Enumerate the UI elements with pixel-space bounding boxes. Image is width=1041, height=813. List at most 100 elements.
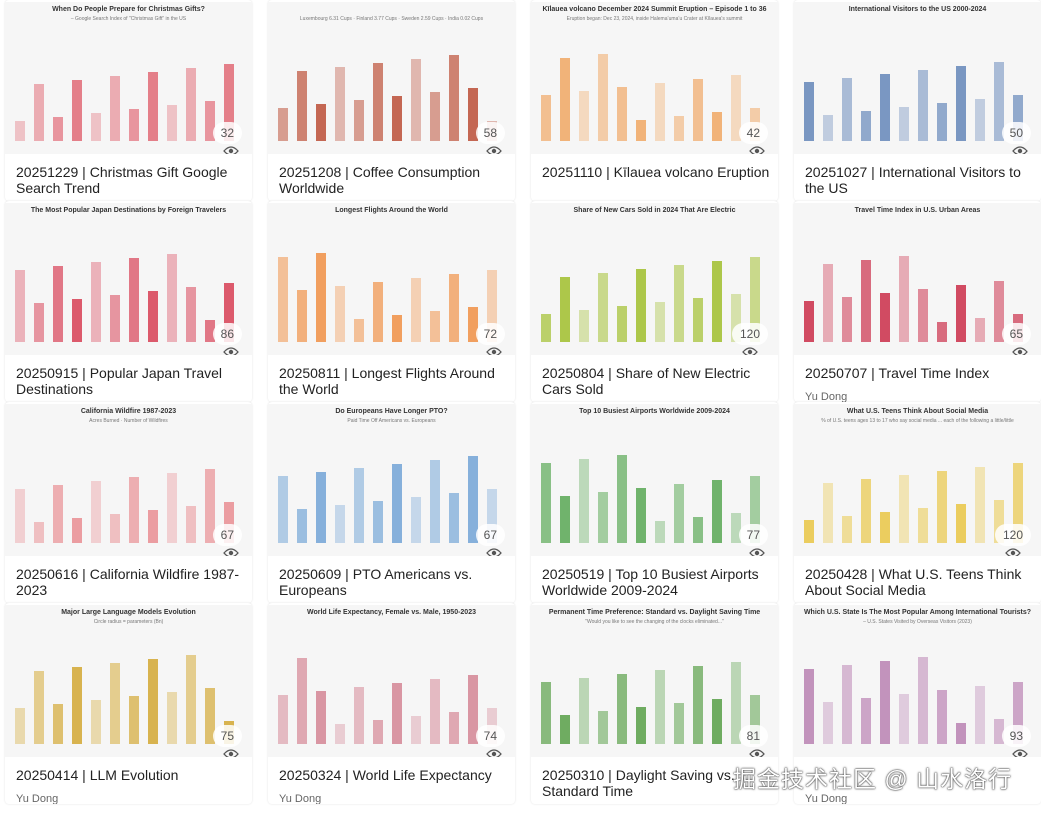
- thumbnail[interactable]: Longest Flights Around the World 72: [268, 203, 515, 355]
- card-title[interactable]: 20250324 | World Life Expectancy: [279, 767, 492, 783]
- thumbnail[interactable]: Kīlauea volcano December 2024 Summit Eru…: [531, 2, 778, 154]
- thumbnail[interactable]: International Visitors to the US 2000-20…: [794, 2, 1041, 154]
- card-title[interactable]: 20251027 | International Visitors to the…: [805, 164, 1021, 196]
- thumb-mark: [411, 278, 421, 342]
- thumbnail[interactable]: California Wildfire 1987-2023 Acres Burn…: [5, 404, 252, 556]
- card-title[interactable]: 20251229 | Christmas Gift Google Search …: [16, 164, 228, 196]
- eye-icon: [1011, 347, 1028, 355]
- thumb-mark: [1013, 463, 1023, 543]
- thumb-mark: [148, 510, 158, 543]
- thumbnail-chart: [278, 658, 497, 744]
- thumbnail[interactable]: Travel Time Index in U.S. Urban Areas 65: [794, 203, 1041, 355]
- thumb-mark: [880, 293, 890, 342]
- thumbnail[interactable]: World Life Expectancy, Female vs. Male, …: [268, 605, 515, 757]
- gallery-card[interactable]: Permanent Time Preference: Standard vs. …: [531, 603, 778, 804]
- card-author[interactable]: Yu Dong: [16, 793, 59, 804]
- gallery-card[interactable]: Longest Flights Around the World 72 2025…: [268, 201, 515, 402]
- thumb-mark: [354, 319, 364, 342]
- thumbnail[interactable]: Permanent Time Preference: Standard vs. …: [531, 605, 778, 757]
- thumb-mark: [316, 253, 326, 342]
- thumb-mark: [53, 117, 63, 141]
- gallery-card[interactable]: Kīlauea volcano December 2024 Summit Eru…: [531, 0, 778, 201]
- thumb-mark: [468, 456, 478, 543]
- gallery-card[interactable]: What U.S. Teens Think About Social Media…: [794, 402, 1041, 603]
- gallery-card[interactable]: California Wildfire 1987-2023 Acres Burn…: [5, 402, 252, 603]
- thumb-mark: [899, 475, 909, 543]
- gallery-card[interactable]: Which U.S. State Is The Most Popular Amo…: [794, 603, 1041, 804]
- thumb-mark: [34, 84, 44, 141]
- thumbnail[interactable]: The Most Popular Japan Destinations by F…: [5, 203, 252, 355]
- thumb-mark: [411, 497, 421, 543]
- thumb-mark: [899, 694, 909, 744]
- thumbnail[interactable]: What U.S. Teens Think About Social Media…: [794, 404, 1041, 556]
- thumb-mark: [110, 76, 120, 141]
- card-title[interactable]: 20250811 | Longest Flights Around the Wo…: [279, 365, 495, 397]
- thumb-mark: [449, 712, 459, 744]
- thumb-mark: [373, 282, 383, 342]
- card-author[interactable]: Yu Dong: [279, 793, 322, 804]
- thumbnail-title: Permanent Time Preference: Standard vs. …: [548, 609, 761, 616]
- gallery-card[interactable]: World Life Expectancy, Female vs. Male, …: [268, 603, 515, 804]
- thumb-mark: [560, 277, 570, 342]
- eye-icon: [485, 347, 502, 355]
- gallery-card[interactable]: When Do People Prepare for Christmas Gif…: [5, 0, 252, 201]
- thumb-mark: [1013, 682, 1023, 744]
- thumbnail[interactable]: Do Europeans Have Longer PTO? Paid Time …: [268, 404, 515, 556]
- thumb-mark: [861, 260, 871, 342]
- card-title[interactable]: 20251110 | Kīlauea volcano Eruption: [542, 164, 770, 180]
- gallery-card[interactable]: Share of New Cars Sold in 2024 That Are …: [531, 201, 778, 402]
- thumb-mark: [598, 711, 608, 744]
- gallery-card[interactable]: International Visitors to the US 2000-20…: [794, 0, 1041, 201]
- thumbnail[interactable]: Which U.S. State Is The Most Popular Amo…: [794, 605, 1041, 757]
- thumbnail-title: Kīlauea volcano December 2024 Summit Eru…: [542, 6, 767, 13]
- thumbnail-subtitle: Acres Burned · Number of Wildfires: [89, 418, 168, 424]
- gallery-grid: When Do People Prepare for Christmas Gif…: [5, 0, 1041, 804]
- gallery-card[interactable]: Major Large Language Models Evolution Ci…: [5, 603, 252, 804]
- view-count: 120: [1002, 528, 1023, 542]
- thumbnail[interactable]: Share of New Cars Sold in 2024 That Are …: [531, 203, 778, 355]
- card-title[interactable]: 20250804 | Share of New Electric Cars So…: [542, 365, 751, 397]
- gallery-card[interactable]: Do Europeans Have Longer PTO? Paid Time …: [268, 402, 515, 603]
- card-author[interactable]: Yu Dong: [805, 391, 848, 402]
- gallery-card[interactable]: Travel Time Index in U.S. Urban Areas 65…: [794, 201, 1041, 402]
- thumb-mark: [560, 496, 570, 543]
- view-count-badge: 58: [475, 122, 505, 154]
- thumb-mark: [937, 322, 947, 342]
- view-count: 65: [1009, 327, 1023, 341]
- card-title[interactable]: 20250616 | California Wildfire 1987-2023: [16, 566, 240, 598]
- thumbnail-chart: [541, 662, 760, 744]
- thumbnail-chart: [541, 257, 760, 342]
- card-title[interactable]: 20250428 | What U.S. Teens Think About S…: [805, 566, 1022, 598]
- card-author[interactable]: Yu Dong: [805, 793, 848, 804]
- thumb-mark: [468, 675, 478, 744]
- card-title[interactable]: 20250915 | Popular Japan Travel Destinat…: [16, 365, 223, 397]
- thumbnail-chart: [804, 657, 1023, 744]
- thumb-mark: [110, 663, 120, 744]
- thumb-mark: [636, 488, 646, 543]
- eye-icon: [485, 548, 502, 556]
- thumb-mark: [449, 493, 459, 543]
- card-title[interactable]: 20250414 | LLM Evolution: [16, 767, 179, 783]
- thumbnail-title: World Life Expectancy, Female vs. Male, …: [307, 609, 476, 616]
- thumb-mark: [15, 270, 25, 342]
- thumb-mark: [316, 472, 326, 543]
- card-title[interactable]: 20250609 | PTO Americans vs. Europeans: [279, 566, 473, 598]
- view-count-badge: 72: [475, 323, 505, 355]
- thumbnail[interactable]: Luxembourg 6.31 Cups · Finland 3.77 Cups…: [268, 2, 515, 154]
- eye-icon: [485, 749, 502, 757]
- thumb-mark: [823, 483, 833, 543]
- thumb-mark: [655, 670, 665, 744]
- card-title[interactable]: 20250707 | Travel Time Index: [805, 365, 990, 381]
- gallery-card[interactable]: Luxembourg 6.31 Cups · Finland 3.77 Cups…: [268, 0, 515, 201]
- thumbnail-subtitle: – Google Search Index of "Christmas Gift…: [70, 16, 187, 22]
- thumbnail[interactable]: Top 10 Busiest Airports Worldwide 2009-2…: [531, 404, 778, 556]
- gallery-card[interactable]: The Most Popular Japan Destinations by F…: [5, 201, 252, 402]
- card-title[interactable]: 20250310 | Daylight Saving vs. Standard …: [542, 767, 735, 799]
- card-title[interactable]: 20250519 | Top 10 Busiest Airports World…: [542, 566, 759, 598]
- thumbnail[interactable]: When Do People Prepare for Christmas Gif…: [5, 2, 252, 154]
- thumbnail[interactable]: Major Large Language Models Evolution Ci…: [5, 605, 252, 757]
- thumb-mark: [693, 79, 703, 141]
- card-title[interactable]: 20251208 | Coffee Consumption Worldwide: [279, 164, 481, 196]
- thumb-mark: [975, 686, 985, 744]
- gallery-card[interactable]: Top 10 Busiest Airports Worldwide 2009-2…: [531, 402, 778, 603]
